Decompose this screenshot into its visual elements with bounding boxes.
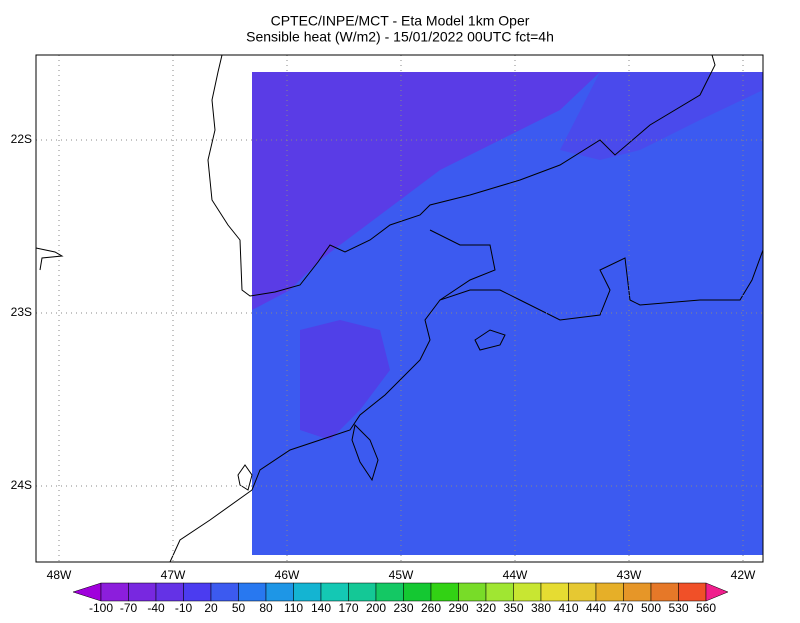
colorbar-box	[265, 582, 294, 602]
colorbar-box	[320, 582, 349, 602]
colorbar-box	[100, 582, 129, 602]
coastline	[429, 229, 496, 301]
colorbar-label: -10	[175, 601, 193, 615]
colorbar-box	[348, 582, 377, 602]
lon-label: 47W	[161, 568, 186, 582]
coastline	[474, 329, 506, 351]
colorbar-box	[128, 582, 157, 602]
colorbar-box	[485, 582, 514, 602]
colorbar-label: 230	[393, 601, 413, 615]
colorbar-box	[623, 582, 652, 602]
colorbar-end	[705, 582, 729, 602]
colorbar-box	[293, 582, 322, 602]
colorbar-label: 350	[503, 601, 523, 615]
colorbar-box	[210, 582, 239, 602]
colorbar-label: 170	[338, 601, 358, 615]
colorbar-label: 410	[558, 601, 578, 615]
colorbar-label: -100	[89, 601, 113, 615]
colorbar-box	[650, 582, 679, 602]
colorbar-label: 140	[311, 601, 331, 615]
colorbar-label: 260	[421, 601, 441, 615]
field-purple	[252, 72, 600, 310]
colorbar-box	[238, 582, 267, 602]
map-frame	[35, 54, 764, 563]
colorbar-box	[595, 582, 624, 602]
colorbar-label: -70	[120, 601, 138, 615]
colorbar-label: 80	[259, 601, 273, 615]
colorbar-label: 380	[531, 601, 551, 615]
colorbar-label: 20	[204, 601, 218, 615]
lat-label: 24S	[11, 478, 32, 492]
field-purple-patch	[300, 320, 390, 440]
lon-label: 43W	[617, 568, 642, 582]
coastline	[251, 249, 764, 491]
lon-label: 46W	[275, 568, 300, 582]
colorbar-box	[540, 582, 569, 602]
colorbar-label: 50	[232, 601, 246, 615]
colorbar-label: 530	[668, 601, 688, 615]
field-purple-light	[560, 72, 763, 160]
coastline	[35, 247, 64, 271]
colorbar-label: 320	[476, 601, 496, 615]
lon-label: 42W	[731, 568, 756, 582]
coastline	[169, 489, 253, 563]
colorbar-box	[430, 582, 459, 602]
colorbar-label: 110	[284, 601, 303, 615]
colorbar-label: -40	[147, 601, 165, 615]
lon-label: 45W	[389, 568, 414, 582]
colorbar-label: 470	[613, 601, 633, 615]
colorbar-box	[458, 582, 487, 602]
colorbar-end	[72, 582, 102, 602]
coastline	[207, 54, 716, 297]
lon-label: 48W	[47, 568, 72, 582]
colorbar-box	[183, 582, 212, 602]
colorbar-label: 440	[586, 601, 606, 615]
colorbar-box	[155, 582, 184, 602]
coastline	[237, 464, 253, 491]
colorbar-box	[403, 582, 432, 602]
colorbar-box	[375, 582, 404, 602]
colorbar-label: 560	[696, 601, 716, 615]
lat-label: 23S	[11, 305, 32, 319]
coastline	[351, 423, 379, 482]
lat-label: 22S	[11, 132, 32, 146]
colorbar-box	[678, 582, 707, 602]
title-line: CPTEC/INPE/MCT - Eta Model 1km Oper	[271, 13, 530, 29]
colorbar-box	[513, 582, 542, 602]
colorbar-label: 290	[448, 601, 468, 615]
colorbar-box	[568, 582, 597, 602]
colorbar-label: 500	[641, 601, 661, 615]
lon-label: 44W	[503, 568, 528, 582]
title-line: Sensible heat (W/m2) - 15/01/2022 00UTC …	[246, 29, 554, 45]
colorbar-label: 200	[366, 601, 386, 615]
